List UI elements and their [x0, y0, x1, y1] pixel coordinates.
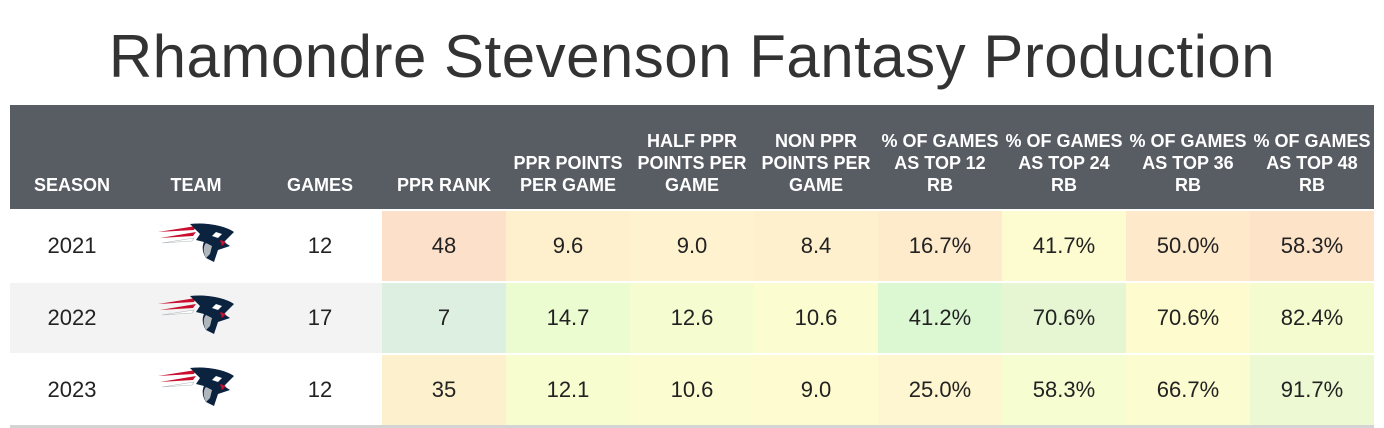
non-ppr-ppg-cell: 10.6 [754, 281, 878, 354]
table-row: 2021 12 48 9.6 9.0 8.4 16.7% 41.7% 50.0% 58.3% [10, 209, 1374, 282]
non-ppr-ppg-cell: 8.4 [754, 209, 878, 282]
patriots-logo-icon [156, 222, 236, 270]
patriots-logo-icon [156, 366, 236, 414]
ppr-rank-cell: 35 [382, 353, 506, 428]
header-team: TEAM [134, 105, 258, 210]
top48-cell: 58.3% [1250, 209, 1374, 282]
top12-cell: 41.2% [878, 281, 1002, 354]
ppr-ppg-cell: 14.7 [506, 281, 630, 354]
header-row: SEASON TEAM GAMES PPR RANK PPR POINTS PE… [10, 105, 1374, 210]
team-cell [134, 209, 258, 282]
season-cell: 2021 [10, 209, 134, 282]
top24-cell: 58.3% [1002, 353, 1126, 428]
top36-cell: 70.6% [1126, 281, 1250, 354]
page-title: Rhamondre Stevenson Fantasy Production [108, 23, 1276, 90]
top48-cell: 91.7% [1250, 353, 1374, 428]
header-ppr-ppg: PPR POINTS PER GAME [506, 105, 630, 210]
top12-cell: 25.0% [878, 353, 1002, 428]
header-half-ppr-ppg: HALF PPR POINTS PER GAME [630, 105, 754, 210]
header-non-ppr-ppg: NON PPR POINTS PER GAME [754, 105, 878, 210]
season-cell: 2022 [10, 281, 134, 354]
games-cell: 17 [258, 281, 382, 354]
half-ppr-ppg-cell: 9.0 [630, 209, 754, 282]
ppr-rank-cell: 48 [382, 209, 506, 282]
team-cell [134, 353, 258, 428]
top24-cell: 41.7% [1002, 209, 1126, 282]
half-ppr-ppg-cell: 12.6 [630, 281, 754, 354]
top36-cell: 50.0% [1126, 209, 1250, 282]
fantasy-production-table: SEASON TEAM GAMES PPR RANK PPR POINTS PE… [10, 105, 1374, 428]
games-cell: 12 [258, 353, 382, 428]
header-top24: % OF GAMES AS TOP 24 RB [1002, 105, 1126, 210]
top12-cell: 16.7% [878, 209, 1002, 282]
header-season: SEASON [10, 105, 134, 210]
half-ppr-ppg-cell: 10.6 [630, 353, 754, 428]
non-ppr-ppg-cell: 9.0 [754, 353, 878, 428]
patriots-logo-icon [156, 294, 236, 342]
table-row: 2022 17 7 14.7 12.6 10.6 41.2% 70.6% 70.6% 82.4% [10, 281, 1374, 354]
header-top12: % OF GAMES AS TOP 12 RB [878, 105, 1002, 210]
season-cell: 2023 [10, 353, 134, 428]
header-ppr-rank: PPR RANK [382, 105, 506, 210]
header-top36: % OF GAMES AS TOP 36 RB [1126, 105, 1250, 210]
top24-cell: 70.6% [1002, 281, 1126, 354]
team-cell [134, 281, 258, 354]
top48-cell: 82.4% [1250, 281, 1374, 354]
header-top48: % OF GAMES AS TOP 48 RB [1250, 105, 1374, 210]
header-games: GAMES [258, 105, 382, 210]
ppr-rank-cell: 7 [382, 281, 506, 354]
ppr-ppg-cell: 12.1 [506, 353, 630, 428]
games-cell: 12 [258, 209, 382, 282]
ppr-ppg-cell: 9.6 [506, 209, 630, 282]
table-row: 2023 12 35 12.1 10.6 9.0 25.0% 58.3% 66.7% 91.7% [10, 353, 1374, 428]
top36-cell: 66.7% [1126, 353, 1250, 428]
